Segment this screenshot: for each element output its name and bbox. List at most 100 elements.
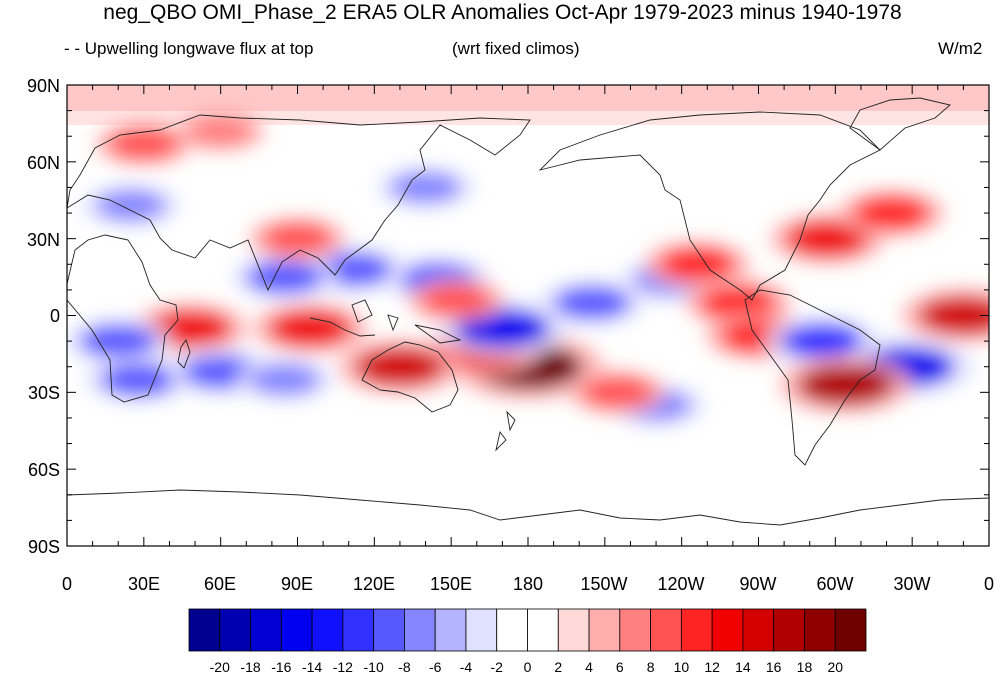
colorbar-label: 18 bbox=[797, 659, 813, 675]
colorbar-label: 20 bbox=[827, 659, 843, 675]
colorbar-box bbox=[834, 608, 867, 652]
colorbar-label: 8 bbox=[647, 659, 655, 675]
colorbar-box bbox=[773, 608, 805, 652]
lon-label: 90W bbox=[739, 574, 776, 594]
longitude-axis bbox=[66, 85, 990, 546]
colorbar-label: 0 bbox=[524, 659, 532, 675]
lon-label: 0 bbox=[984, 574, 994, 594]
negative-anomaly bbox=[554, 286, 631, 319]
positive-anomaly bbox=[797, 365, 894, 405]
lat-label: 60N bbox=[27, 153, 60, 173]
colorbar-label: 16 bbox=[766, 659, 782, 675]
colorbar-box bbox=[188, 608, 221, 652]
colorbar-box bbox=[219, 608, 251, 652]
positive-anomaly bbox=[189, 117, 253, 145]
colorbar-box bbox=[527, 608, 559, 652]
colorbar-box bbox=[619, 608, 651, 652]
colorbar-label: -16 bbox=[271, 659, 291, 675]
positive-anomaly bbox=[421, 285, 492, 315]
colorbar-box bbox=[742, 608, 775, 652]
colorbar-box bbox=[465, 608, 498, 652]
lat-label: 60S bbox=[28, 460, 60, 480]
colorbar-label: -8 bbox=[398, 659, 411, 675]
plot-title: neg_QBO OMI_Phase_2 ERA5 OLR Anomalies O… bbox=[103, 1, 902, 24]
lon-label: 60E bbox=[204, 574, 236, 594]
colorbar-label: -10 bbox=[364, 659, 384, 675]
negative-anomaly bbox=[96, 190, 166, 221]
colorbar-box bbox=[373, 608, 405, 652]
lon-label: 120E bbox=[353, 574, 395, 594]
colorbar-box bbox=[557, 608, 590, 652]
colorbar-box bbox=[711, 608, 744, 652]
lon-label: 120W bbox=[657, 574, 704, 594]
colorbar-label: 10 bbox=[674, 659, 690, 675]
colorbar-label: -14 bbox=[302, 659, 322, 675]
eurasia-coastline bbox=[67, 114, 531, 292]
australia-coastline bbox=[361, 341, 459, 413]
south-america-coastline bbox=[744, 289, 881, 466]
colorbar-label: -18 bbox=[240, 659, 260, 675]
colorbar-box bbox=[650, 608, 682, 652]
colorbar-box bbox=[250, 608, 282, 652]
antarctica-coastline bbox=[67, 489, 989, 526]
colorbar-label: 14 bbox=[735, 659, 751, 675]
lon-label: 180 bbox=[513, 574, 543, 594]
lat-label: 30S bbox=[28, 383, 60, 403]
colorbar-label: -4 bbox=[460, 659, 473, 675]
positive-anomaly bbox=[269, 311, 352, 346]
positive-anomaly bbox=[700, 286, 777, 319]
lon-label: 90E bbox=[281, 574, 313, 594]
colorbar-label: 12 bbox=[704, 659, 720, 675]
positive-anomaly bbox=[853, 197, 930, 230]
north-america-coastline bbox=[538, 111, 881, 301]
anomaly-field bbox=[67, 110, 989, 428]
colorbar-box bbox=[588, 608, 621, 652]
positive-anomaly bbox=[786, 221, 869, 256]
positive-anomaly bbox=[262, 223, 333, 254]
positive-anomaly bbox=[582, 377, 653, 408]
negative-anomaly bbox=[781, 323, 864, 359]
arctic-anomaly-fringe bbox=[67, 111, 989, 125]
lon-label: 60W bbox=[816, 574, 853, 594]
colorbar-box bbox=[680, 608, 713, 652]
lon-label: 150E bbox=[430, 574, 472, 594]
lon-label-group: 0 30E 60E 90E 120E 150E 180 150W 120W 90… bbox=[62, 574, 994, 594]
positive-anomaly bbox=[355, 348, 445, 386]
negative-anomaly bbox=[249, 364, 320, 395]
positive-anomaly bbox=[919, 297, 989, 334]
positive-anomaly bbox=[659, 248, 736, 281]
colorbar-label: -2 bbox=[491, 659, 504, 675]
colorbar-box bbox=[434, 608, 467, 652]
colorbar-label: -12 bbox=[333, 659, 353, 675]
latitude-axis bbox=[67, 84, 989, 547]
colorbar-label: -20 bbox=[210, 659, 230, 675]
lat-label: 90N bbox=[27, 76, 60, 96]
colorbar-label: -6 bbox=[429, 659, 442, 675]
new-zealand-coastline bbox=[495, 410, 516, 452]
colorbar-tick-labels: -20 -18 -16 -14 -12 -10 -8 -6 -4 -2 0 2 4 6 8 10 12 14 16 1… bbox=[210, 659, 844, 675]
positive-anomaly bbox=[109, 129, 179, 159]
lat-label: 30N bbox=[27, 230, 60, 250]
lat-label: 90S bbox=[28, 537, 60, 557]
colorbar-box bbox=[404, 608, 436, 652]
lat-label: 0 bbox=[50, 306, 60, 326]
negative-anomaly bbox=[390, 172, 461, 203]
map-panel bbox=[67, 85, 989, 546]
africa-coastline bbox=[67, 234, 179, 403]
lon-label: 0 bbox=[62, 574, 72, 594]
colorbar-label: 2 bbox=[554, 659, 562, 675]
lon-label: 30E bbox=[128, 574, 160, 594]
lon-label: 150W bbox=[580, 574, 627, 594]
colorbar-box bbox=[804, 608, 836, 652]
units-label: W/m2 bbox=[938, 39, 983, 58]
coastlines bbox=[67, 97, 989, 526]
lat-label-group: 90N 60N 30N 0 30S 60S 90S bbox=[27, 76, 60, 557]
colorbar-box bbox=[280, 608, 313, 652]
madagascar-coastline bbox=[177, 339, 191, 369]
colorbar-box bbox=[342, 608, 375, 652]
negative-anomaly bbox=[80, 325, 157, 358]
lon-label: 30W bbox=[893, 574, 930, 594]
colorbar bbox=[188, 608, 867, 652]
colorbar-box bbox=[311, 608, 344, 652]
